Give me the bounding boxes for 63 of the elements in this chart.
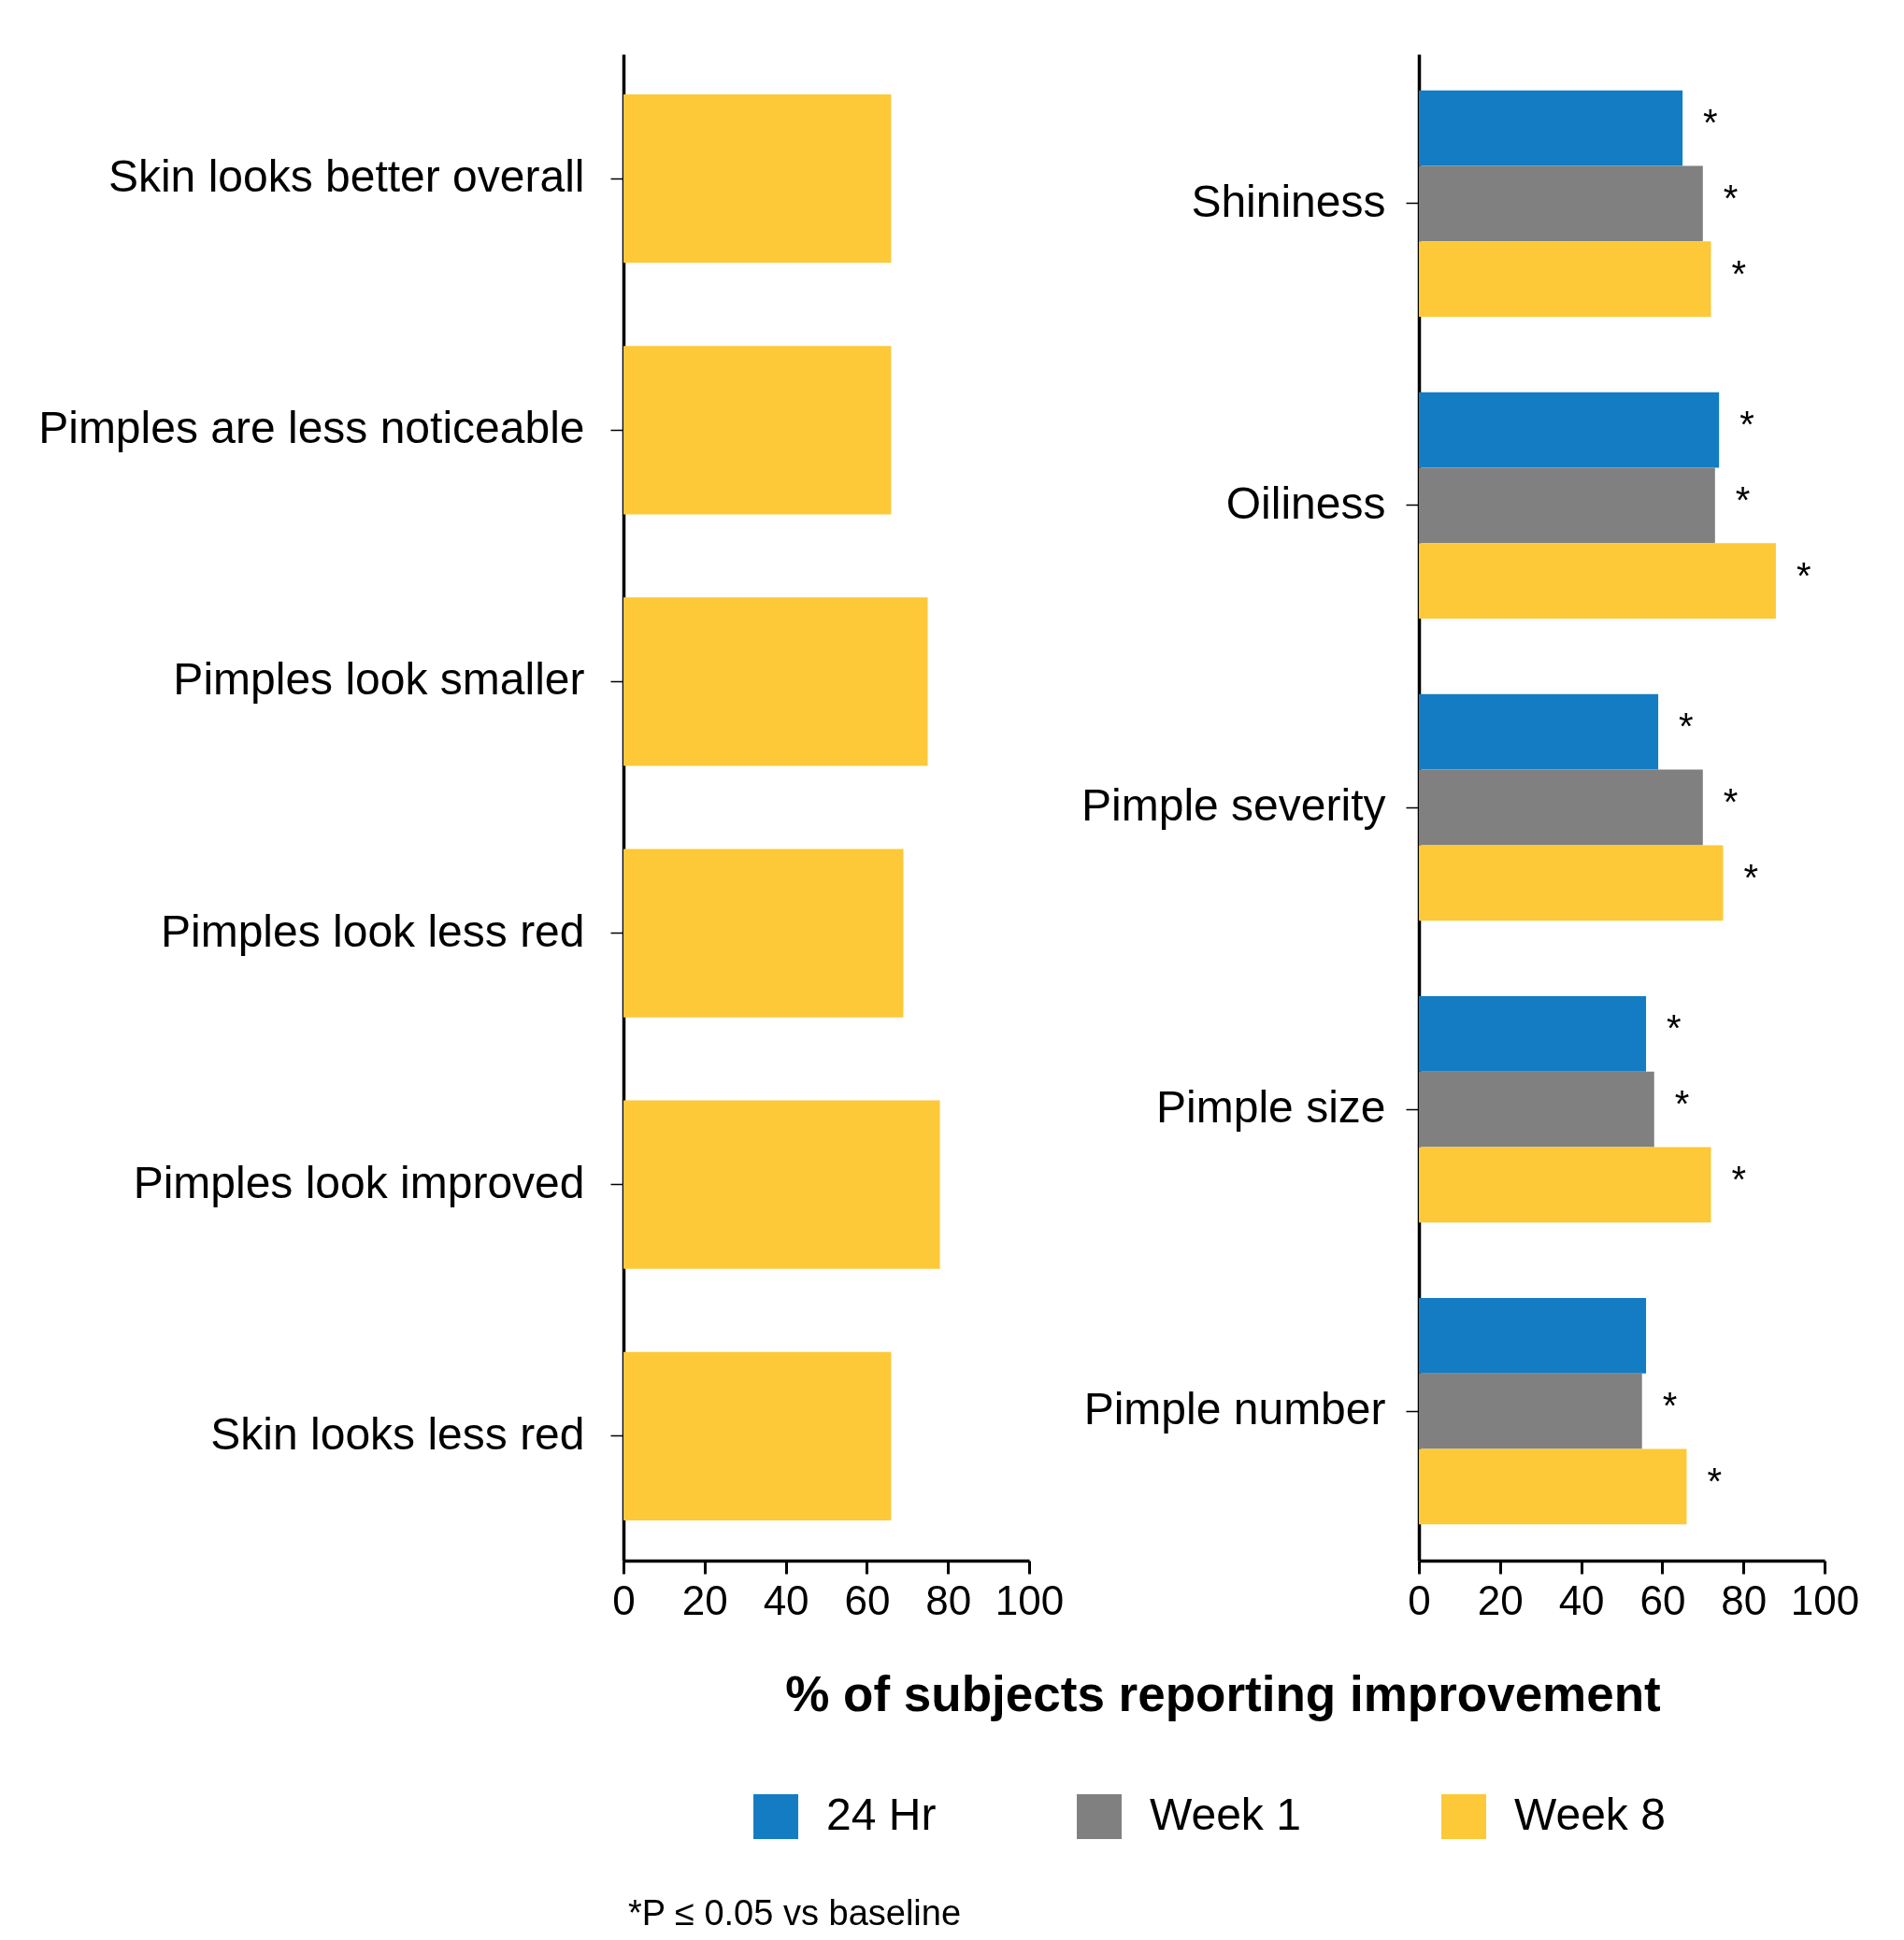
text: *P ≤ 0.05 vs baseline bbox=[628, 1893, 962, 1933]
bar bbox=[1419, 1448, 1687, 1525]
x-tick-label: 60 bbox=[844, 1576, 891, 1623]
bar bbox=[623, 94, 892, 264]
legend-label: Week 8 bbox=[1514, 1790, 1666, 1839]
bar bbox=[1419, 165, 1703, 242]
y-tick-label: Skin looks better overall bbox=[107, 151, 585, 202]
legend-label: 24 Hr bbox=[826, 1790, 937, 1839]
bar bbox=[1419, 1147, 1711, 1223]
bar bbox=[1419, 1373, 1642, 1449]
x-tick-label: 40 bbox=[1558, 1576, 1605, 1623]
y-tick-label: Pimples look improved bbox=[133, 1157, 585, 1207]
data-label: * bbox=[1723, 781, 1739, 822]
x-tick-label: 100 bbox=[1790, 1576, 1860, 1623]
bar bbox=[1419, 392, 1720, 468]
bar bbox=[1419, 845, 1724, 921]
legend-label: Week 1 bbox=[1150, 1790, 1301, 1839]
y-tick-label: Shininess bbox=[1191, 176, 1386, 226]
x-tick-label: 80 bbox=[925, 1576, 972, 1623]
bar bbox=[1419, 693, 1659, 770]
data-label: * bbox=[1731, 252, 1747, 294]
x-tick-label: 40 bbox=[763, 1576, 809, 1623]
y-tick-label: Pimple size bbox=[1156, 1082, 1386, 1133]
bar bbox=[623, 597, 928, 766]
bar bbox=[623, 849, 904, 1018]
x-tick-label: 0 bbox=[612, 1576, 636, 1623]
x-tick-label: 60 bbox=[1639, 1576, 1686, 1623]
y-tick-label: Pimples are less noticeable bbox=[38, 403, 585, 453]
data-label: * bbox=[1674, 1083, 1690, 1125]
data-label: * bbox=[1703, 102, 1718, 144]
data-label: * bbox=[1731, 1158, 1747, 1200]
bar bbox=[1419, 90, 1683, 166]
y-tick-label: Pimples look smaller bbox=[173, 654, 585, 705]
y-tick-label: Pimple number bbox=[1083, 1384, 1386, 1434]
y-tick-label: Pimple severity bbox=[1081, 780, 1386, 830]
data-label: * bbox=[1667, 1007, 1682, 1049]
data-label: * bbox=[1743, 856, 1759, 898]
data-label: * bbox=[1707, 1460, 1723, 1502]
data-label: * bbox=[1723, 177, 1739, 219]
x-axis-title: % of subjects reporting improvement bbox=[785, 1665, 1661, 1721]
bar bbox=[1419, 1297, 1647, 1374]
y-tick-label: Oiliness bbox=[1225, 478, 1386, 528]
y-tick-label: Pimples look less red bbox=[160, 906, 585, 956]
x-tick-label: 0 bbox=[1408, 1576, 1431, 1623]
y-tick-label: Skin looks less red bbox=[210, 1408, 585, 1459]
bar bbox=[1419, 241, 1711, 318]
bar bbox=[1419, 1071, 1654, 1148]
data-label: * bbox=[1735, 478, 1751, 521]
bar bbox=[623, 346, 892, 515]
bar bbox=[1419, 543, 1776, 620]
data-label: * bbox=[1796, 554, 1811, 596]
bar bbox=[1419, 995, 1647, 1072]
data-label: * bbox=[1679, 706, 1694, 748]
data-label: * bbox=[1739, 404, 1754, 446]
x-tick-label: 80 bbox=[1721, 1576, 1768, 1623]
x-tick-label: 20 bbox=[1477, 1576, 1524, 1623]
data-label: * bbox=[1662, 1385, 1678, 1427]
bar bbox=[623, 1100, 940, 1269]
bar bbox=[623, 1351, 892, 1520]
bar bbox=[1419, 769, 1703, 846]
bar bbox=[1419, 467, 1715, 544]
x-tick-label: 20 bbox=[681, 1576, 728, 1623]
x-tick-label: 100 bbox=[995, 1576, 1065, 1623]
